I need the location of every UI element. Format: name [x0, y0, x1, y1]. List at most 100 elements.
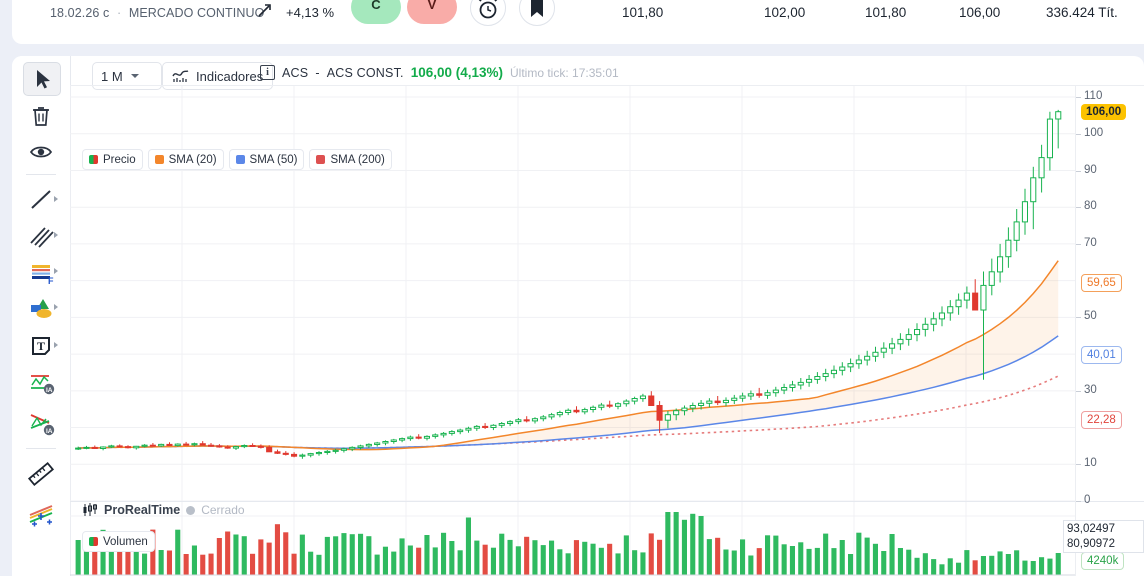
chevron-down-icon — [131, 74, 139, 78]
fibonacci-tool[interactable]: F — [23, 256, 59, 288]
drawing-toolbar: F T IA — [12, 56, 71, 576]
parallel-expand-arrow[interactable] — [54, 232, 58, 238]
legend-label-precio: Precio — [103, 154, 136, 166]
price-badge[interactable]: 59,65 — [1081, 274, 1122, 292]
trash-icon — [23, 100, 59, 132]
ia-channel-icon: IA — [23, 406, 59, 438]
legend-item-sma20[interactable]: SMA (20) — [148, 149, 224, 170]
header-value-volume: 336.424 Tít. — [1046, 5, 1118, 20]
channel-plus-tool[interactable] — [23, 498, 59, 530]
axis-tickmark — [1076, 501, 1081, 502]
volume-legend-badge[interactable]: Volumen — [82, 531, 155, 552]
sell-button[interactable]: V — [407, 0, 457, 24]
delete-tool[interactable] — [23, 100, 59, 132]
favorite-button[interactable] — [519, 0, 555, 26]
svg-text:IA: IA — [46, 387, 53, 394]
axis-tickmark — [1076, 171, 1081, 172]
legend-item-sma50[interactable]: SMA (50) — [229, 149, 305, 170]
parallel-lines-tool[interactable] — [23, 220, 59, 252]
rsi-value-2: 80,90972 — [1067, 537, 1140, 552]
ia-pattern-icon: IA — [23, 366, 59, 398]
axis-tickmark — [1076, 391, 1081, 392]
alarm-clock-icon — [471, 0, 505, 25]
chart-card: F T IA — [12, 56, 1144, 576]
axis-tickmark — [1076, 207, 1081, 208]
visibility-tool[interactable] — [23, 136, 59, 168]
text-tool[interactable]: T — [23, 330, 59, 362]
toolbar-divider-2 — [26, 448, 56, 449]
legend-label-sma200: SMA (200) — [330, 154, 384, 166]
candles-icon — [82, 503, 98, 517]
header-market: MERCADO CONTINUO — [129, 6, 265, 20]
rsi-value-box: 93,02497 80,90972 — [1063, 520, 1144, 553]
status-dot-icon — [186, 506, 195, 515]
axis-tick-label: 110 — [1084, 90, 1102, 102]
prorealtime-label: ProRealTime — [104, 503, 180, 517]
symbol-dash: - — [315, 66, 319, 80]
text-expand-arrow[interactable] — [54, 342, 58, 348]
legend-swatch-sma200 — [316, 155, 325, 164]
info-icon[interactable]: i — [260, 65, 275, 80]
ia-channel-tool[interactable]: IA — [23, 406, 59, 438]
header-change-percent: +4,13 % — [286, 5, 334, 20]
cursor-tool[interactable] — [23, 62, 61, 96]
axis-tickmark — [1076, 134, 1081, 135]
symbol-name: ACS CONST. — [327, 66, 404, 80]
sell-button-label: V — [407, 0, 457, 12]
legend-label-sma20: SMA (20) — [169, 154, 217, 166]
legend-swatch-precio — [89, 155, 98, 164]
price-badge[interactable]: 106,00 — [1081, 104, 1126, 120]
volume-swatch — [89, 537, 98, 546]
axis-tick-label: 80 — [1084, 200, 1097, 212]
rsi-value-1: 93,02497 — [1067, 522, 1140, 537]
axis-tickmark — [1076, 97, 1081, 98]
chart-legend: Precio SMA (20) SMA (50) SMA (200) — [82, 149, 392, 170]
axis-tickmark — [1076, 244, 1081, 245]
svg-text:F: F — [48, 276, 54, 286]
legend-item-precio[interactable]: Precio — [82, 149, 143, 170]
indicators-icon — [172, 69, 189, 84]
timeframe-label: 1 M — [101, 69, 123, 84]
shapes-expand-arrow[interactable] — [54, 304, 58, 310]
volume-badge[interactable]: 4240k — [1081, 552, 1124, 570]
axis-tick-label: 50 — [1084, 310, 1097, 322]
trend-up-icon — [257, 2, 277, 18]
axis-tick-label: 30 — [1084, 384, 1097, 396]
toolbar-divider — [26, 174, 56, 175]
measure-tool[interactable] — [23, 458, 59, 490]
svg-text:T: T — [37, 339, 45, 353]
header-value-close: 106,00 — [959, 5, 1000, 20]
price-badge[interactable]: 40,01 — [1081, 346, 1122, 364]
buy-button-label: C — [351, 0, 401, 12]
legend-swatch-sma50 — [236, 155, 245, 164]
indicators-label: Indicadores — [196, 69, 263, 84]
market-status-label: Cerrado — [201, 503, 244, 517]
axis-tick-label: 10 — [1084, 457, 1097, 469]
channel-plus-icon — [23, 498, 59, 530]
trendline-expand-arrow[interactable] — [54, 196, 58, 202]
price-axis[interactable]: 1101009080705030100106,0059,6540,0122,28… — [1075, 86, 1144, 576]
axis-tick-label: 90 — [1084, 164, 1097, 176]
chart-toolbar: 1 M Indicadores i ACS - ACS CONST. 106,0… — [70, 56, 1144, 86]
legend-label-sma50: SMA (50) — [250, 154, 298, 166]
symbol-info-row: i ACS - ACS CONST. 106,00 (4,13%) Último… — [260, 65, 619, 80]
price-badge[interactable]: 22,28 — [1081, 411, 1122, 429]
legend-swatch-sma20 — [155, 155, 164, 164]
buy-button[interactable]: C — [351, 0, 401, 24]
legend-item-sma200[interactable]: SMA (200) — [309, 149, 391, 170]
trendline-tool[interactable] — [23, 184, 59, 216]
header-date: 18.02.26 c — [50, 6, 109, 20]
symbol-price: 106,00 (4,13%) — [411, 65, 503, 80]
alarm-button[interactable] — [470, 0, 506, 26]
bookmark-icon — [520, 0, 554, 25]
ruler-icon — [23, 458, 59, 490]
axis-tickmark — [1076, 317, 1081, 318]
fibonacci-expand-arrow[interactable] — [54, 268, 58, 274]
ia-pattern-tool[interactable]: IA — [23, 366, 59, 398]
axis-tick-label: 0 — [1084, 494, 1090, 506]
shapes-tool[interactable] — [23, 292, 59, 324]
header-value-high: 102,00 — [764, 5, 805, 20]
header-separator: · — [113, 6, 125, 20]
axis-tick-label: 70 — [1084, 237, 1097, 249]
volume-label: Volumen — [103, 536, 148, 548]
